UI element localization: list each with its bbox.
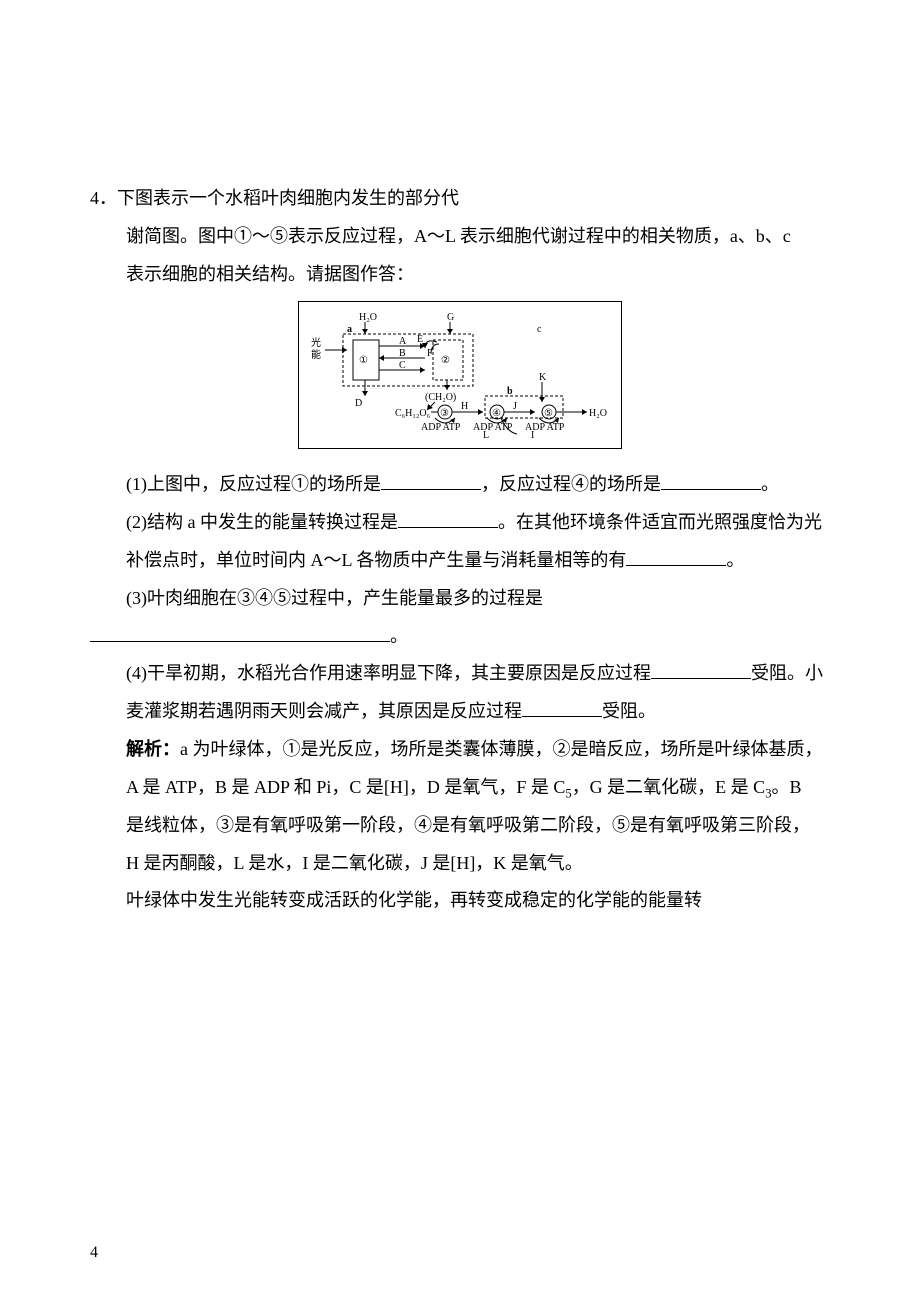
label-H: H [461,401,468,412]
label-one: ① [359,355,368,366]
label-b: b [507,386,513,397]
q4-line1: 4．下图表示一个水稻叶肉细胞内发生的部分代 [90,180,830,218]
label-B: B [399,348,406,359]
label-C: C [399,360,406,371]
label-four: ④ [492,408,501,419]
label-F: F [427,348,433,359]
page-number: 4 [90,1244,98,1262]
answer-l1: 解析：a 为叶绿体，①是光反应，场所是类囊体薄膜，②是暗反应，场所是叶绿体基质， [90,731,830,769]
answer-l2: A 是 ATP，B 是 ADP 和 Pi，C 是[H]，D 是氧气，F 是 C5… [90,769,830,807]
label-L: L [483,430,489,440]
label-a: a [347,324,352,335]
label-h2o-right: H₂O [589,408,607,419]
metabolism-diagram: H₂O G c a 光 能 ① ② [298,301,622,449]
answer-l3: 是线粒体，③是有氧呼吸第一阶段，④是有氧呼吸第二阶段，⑤是有氧呼吸第三阶段， [90,807,830,845]
label-ch2o: (CH₂O) [425,392,456,403]
label-I: I [531,430,534,440]
blank-2b [626,547,726,566]
sub3a: (3)叶肉细胞在③④⑤过程中，产生能量最多的过程是 [90,580,830,618]
label-G: G [447,312,454,323]
blank-1b [661,471,761,490]
label-c: c [537,324,542,335]
label-light: 光 [311,336,321,349]
sub1: (1)上图中，反应过程①的场所是，反应过程④的场所是。 [90,466,830,504]
answer-label: 解析： [126,739,180,759]
diagram-container: H₂O G c a 光 能 ① ② [90,301,830,454]
label-adpatp1: ADP ATP [421,422,461,433]
blank-1a [381,471,481,490]
sub2a: (2)结构 a 中发生的能量转换过程是。在其他环境条件适宜而光照强度恰为光 [90,504,830,542]
sub4b: 麦灌浆期若遇阴雨天则会减产，其原因是反应过程受阻。 [90,693,830,731]
label-A: A [399,336,407,347]
label-h2o-top: H₂O [359,312,377,323]
label-energy: 能 [311,348,321,361]
label-D: D [355,398,362,409]
q4-number: 4． [90,188,117,208]
answer-l5: 叶绿体中发生光能转变成活跃的化学能，再转变成稳定的化学能的能量转 [90,882,830,920]
sub3b: 。 [90,618,830,656]
blank-3 [90,619,390,642]
answer-l4: H 是丙酮酸，L 是水，I 是二氧化碳，J 是[H]，K 是氧气。 [90,845,830,883]
label-five: ⑤ [544,408,553,419]
label-J: J [513,401,517,412]
blank-2a [398,509,498,528]
label-two: ② [441,355,450,366]
label-K: K [539,372,547,383]
sub2b: 补偿点时，单位时间内 A～L 各物质中产生量与消耗量相等的有。 [90,542,830,580]
label-c6: C₆H₁₂O₆ [395,408,431,419]
sub4a: (4)干旱初期，水稻光合作用速率明显下降，其主要原因是反应过程受阻。小 [90,655,830,693]
label-three: ③ [440,408,449,419]
q4-line3: 表示细胞的相关结构。请据图作答： [90,256,830,294]
q4-line2: 谢简图。图中①～⑤表示反应过程，A～L 表示细胞代谢过程中的相关物质，a、b、c [90,218,830,256]
blank-4b [522,698,602,717]
blank-4a [651,660,751,679]
